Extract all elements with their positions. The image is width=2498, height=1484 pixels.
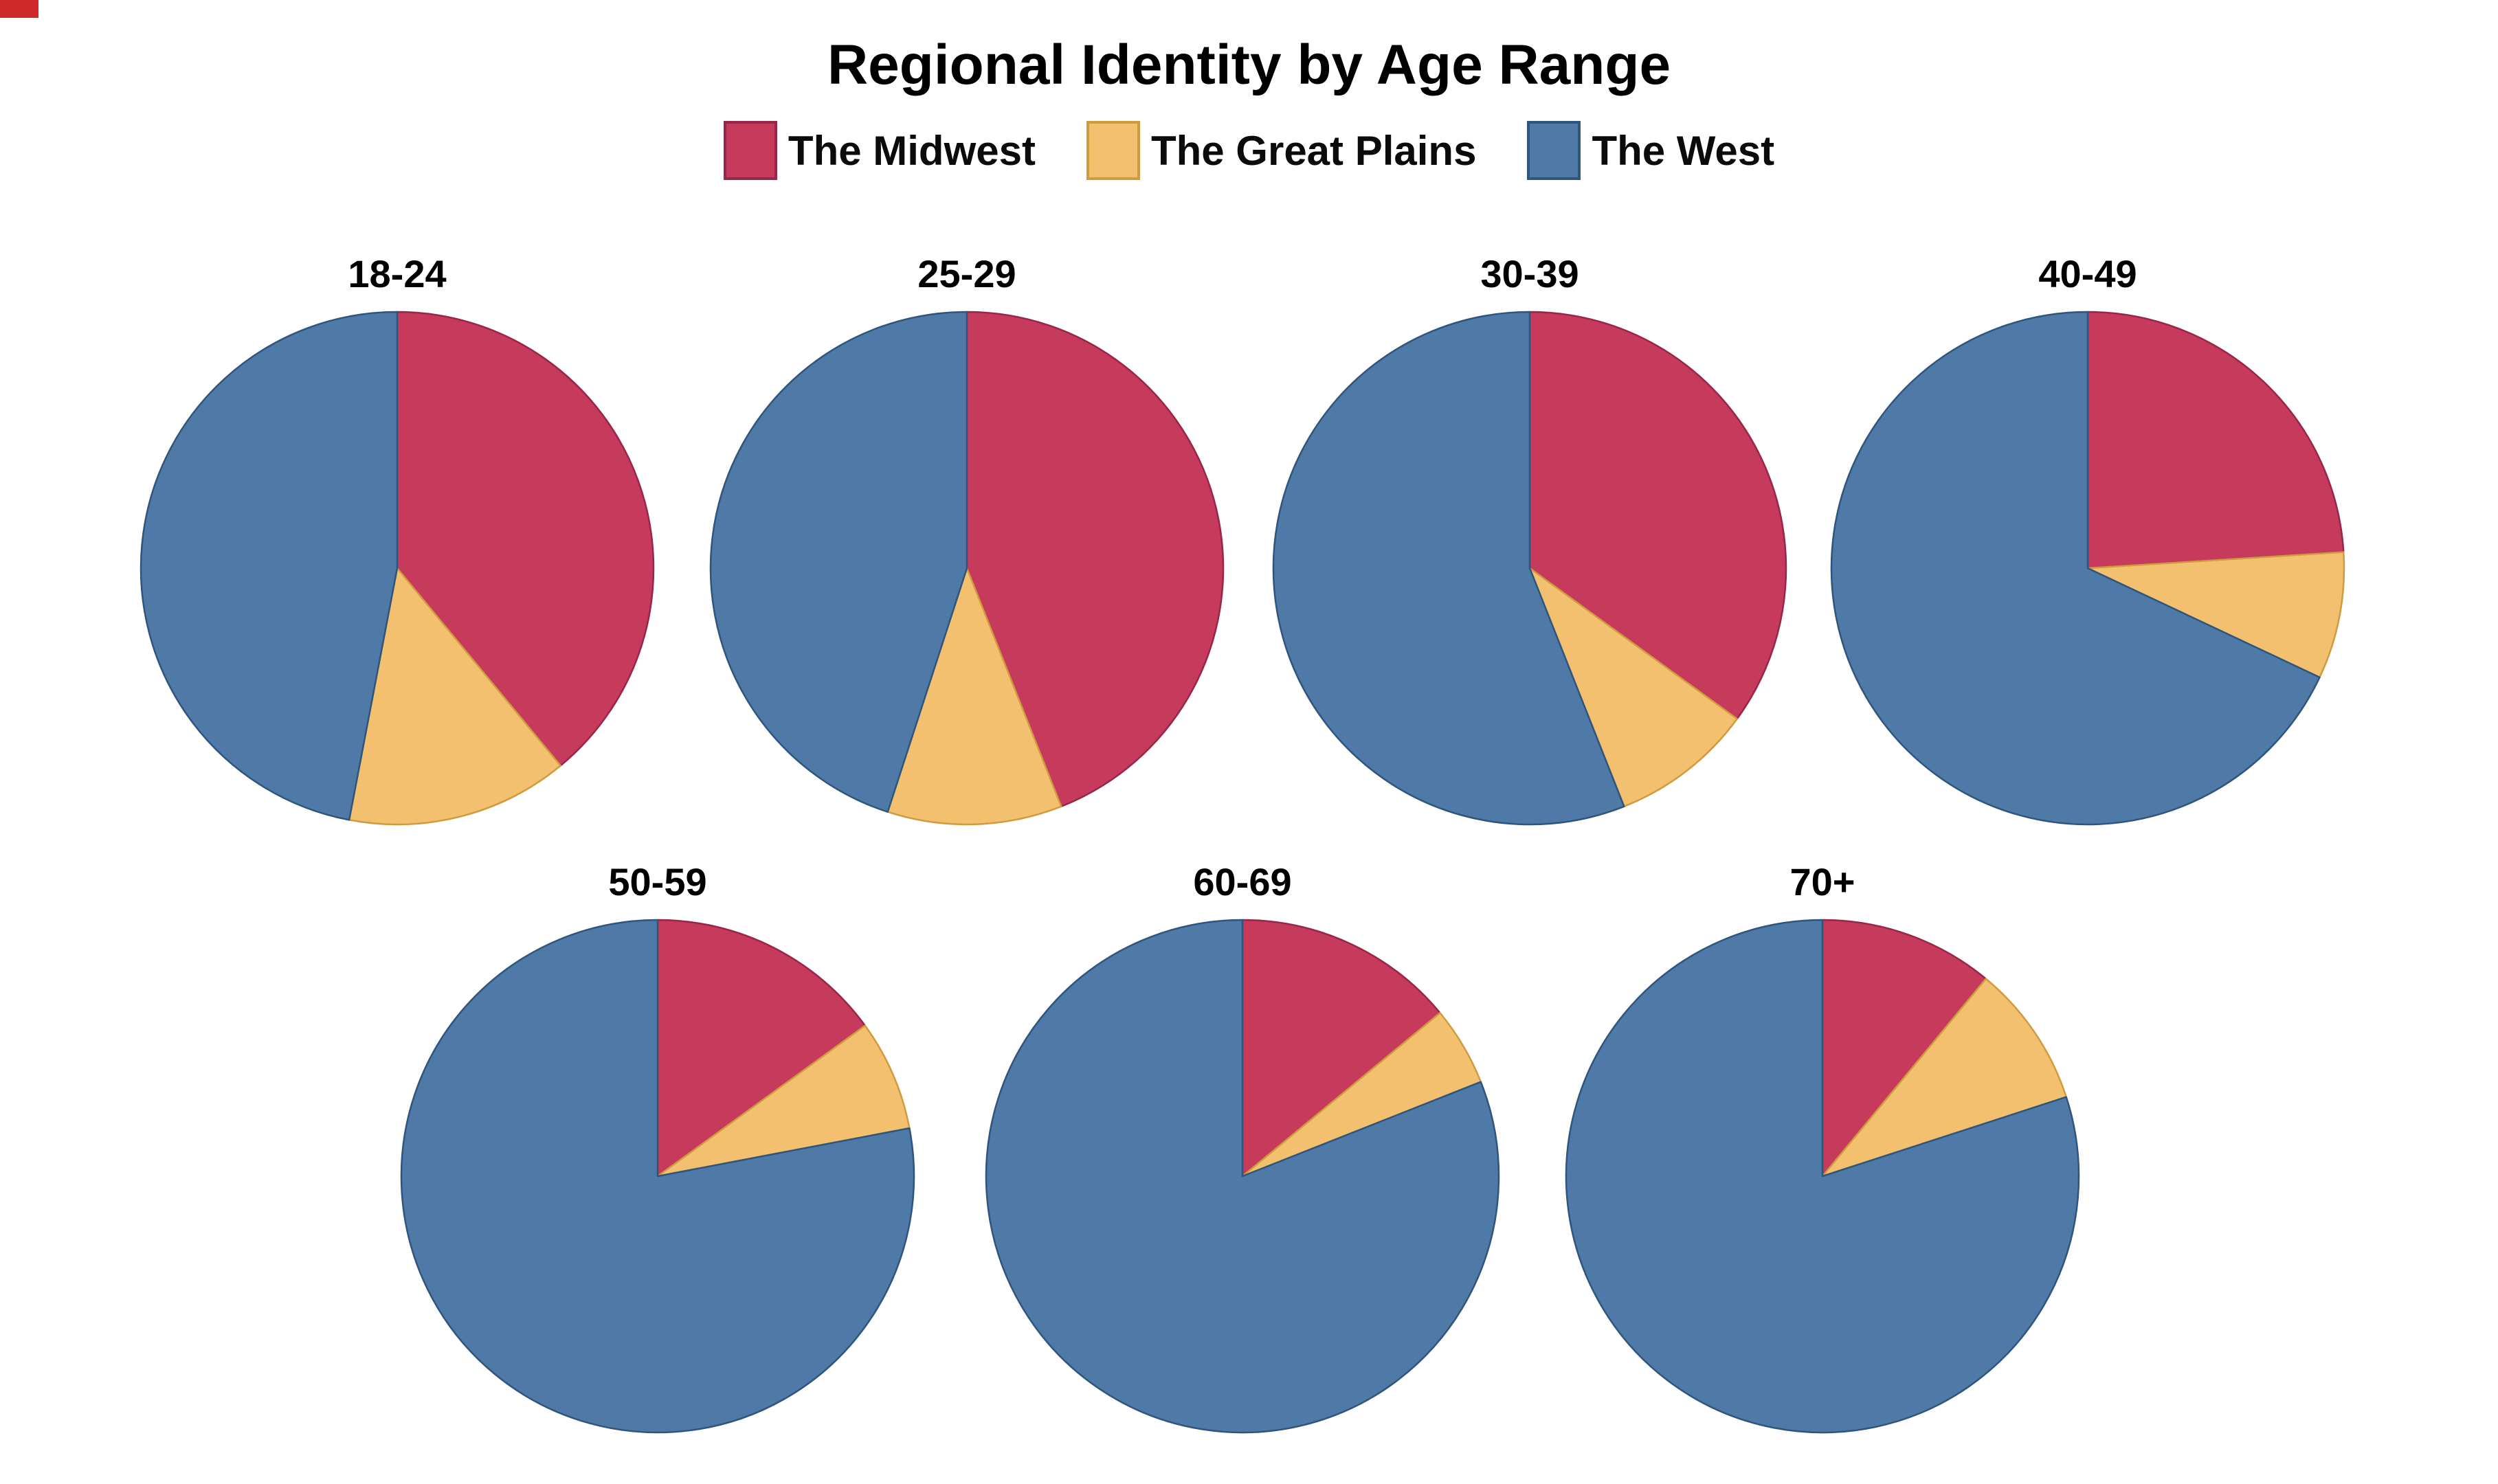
pie-slice-50-59-the-midwest (656, 919, 867, 1178)
age-label-70: 70+ (1789, 860, 1855, 903)
pie-chart-25-29 (709, 311, 1225, 826)
pie-slice-50-59-the-west (400, 919, 915, 1434)
pie-chart-18-24 (140, 311, 655, 826)
chart-title: Regional Identity by Age Range (827, 34, 1671, 96)
age-label-30-39: 30-39 (1480, 252, 1579, 295)
pie-chart-60-69 (985, 919, 1500, 1434)
pie-chart-70 (1565, 919, 2080, 1434)
pie-slice-30-39-the-west (1272, 311, 1625, 826)
pie-slice-40-49-the-great-plains (2086, 551, 2345, 679)
pie-slice-30-39-the-great-plains (1528, 567, 1739, 808)
pie-slice-60-69-the-west (985, 919, 1500, 1434)
pie-chart-50-59 (400, 919, 915, 1434)
corner-red-mark (0, 0, 38, 18)
pie-slice-70-the-west (1565, 919, 2080, 1434)
legend-label-west: The West (1592, 127, 1775, 174)
pie-slice-60-69-the-midwest (1241, 919, 1441, 1178)
age-label-60-69: 60-69 (1193, 860, 1292, 903)
legend-swatch-great-plains-icon (1086, 121, 1140, 180)
age-label-25-29: 25-29 (917, 252, 1016, 295)
legend-item-west: The West (1527, 121, 1774, 180)
pie-chart-30-39 (1272, 311, 1787, 826)
pie-slice-40-49-the-midwest (2086, 311, 2345, 570)
pie-slice-25-29-the-west (709, 311, 968, 813)
pie-slice-25-29-the-great-plains (886, 567, 1062, 826)
pie-slice-50-59-the-great-plains (656, 1024, 911, 1178)
legend-swatch-midwest-icon (723, 121, 777, 180)
pie-slice-40-49-the-west (1830, 311, 2321, 826)
legend-item-great-plains: The Great Plains (1086, 121, 1477, 180)
legend-swatch-west-icon (1527, 121, 1581, 180)
pie-chart-40-49 (1830, 311, 2345, 826)
pie-slice-18-24-the-great-plains (348, 567, 562, 826)
pie-slice-18-24-the-west (140, 311, 399, 821)
age-label-18-24: 18-24 (348, 252, 447, 295)
pie-slice-30-39-the-midwest (1528, 311, 1787, 720)
pie-slice-70-the-great-plains (1821, 978, 2067, 1178)
pie-slice-70-the-midwest (1821, 919, 1987, 1178)
pie-slice-25-29-the-midwest (966, 311, 1225, 808)
legend-item-midwest: The Midwest (723, 121, 1036, 180)
legend-label-great-plains: The Great Plains (1150, 127, 1477, 174)
age-label-50-59: 50-59 (608, 860, 707, 903)
legend: The Midwest The Great Plains The West (0, 121, 2498, 180)
age-label-40-49: 40-49 (2038, 252, 2137, 295)
legend-label-midwest: The Midwest (788, 127, 1036, 174)
pie-slice-18-24-the-midwest (396, 311, 655, 767)
